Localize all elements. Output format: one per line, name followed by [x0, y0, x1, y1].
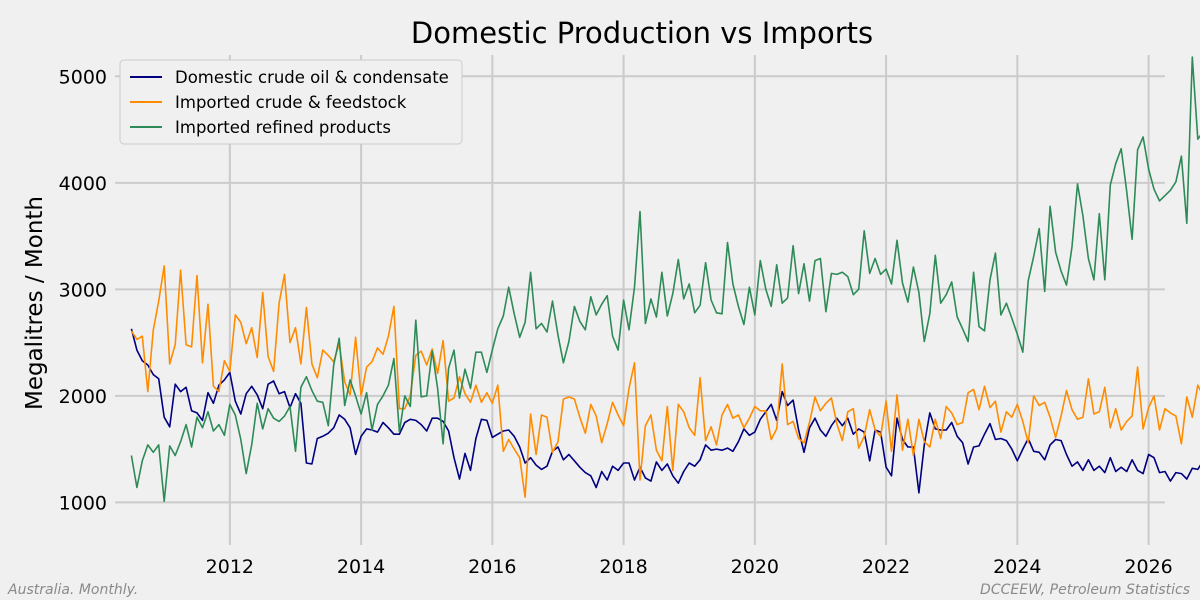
gridlines [115, 55, 1165, 545]
y-axis-label: Megalitres / Month [22, 196, 48, 410]
x-tick-label: 2024 [993, 556, 1041, 578]
series-line-domestic-crude-oil-condensate [130, 328, 1200, 494]
series-line-imported-crude-feedstock [130, 265, 1200, 498]
y-tick-label: 3000 [59, 279, 107, 301]
x-tick-label: 2014 [337, 556, 385, 578]
x-tick-label: 2020 [731, 556, 779, 578]
legend-label: Imported refined products [175, 118, 391, 137]
y-axis-ticks: 1000 2000 3000 4000 5000 [59, 66, 107, 514]
legend-box [119, 59, 463, 145]
x-tick-label: 2022 [862, 556, 910, 578]
x-tick-label: 2026 [1124, 556, 1172, 578]
y-tick-label: 4000 [59, 173, 107, 195]
series-layer [130, 56, 1200, 503]
legend: Domestic crude oil & condensate Imported … [119, 59, 463, 145]
y-tick-label: 2000 [59, 386, 107, 408]
x-tick-label: 2016 [468, 556, 516, 578]
legend-label: Domestic crude oil & condensate [175, 68, 449, 87]
x-tick-label: 2012 [206, 556, 254, 578]
series-line-imported-refined-products [130, 56, 1200, 503]
footer-note: Australia. Monthly. [7, 582, 138, 598]
x-axis-ticks: 2012 2014 2016 2018 2020 2022 2024 2026 [206, 556, 1173, 578]
chart-title: Domestic Production vs Imports [411, 16, 873, 50]
footer-source: DCCEEW, Petroleum Statistics [980, 582, 1190, 598]
legend-label: Imported crude & feedstock [175, 93, 407, 112]
y-tick-label: 5000 [59, 66, 107, 88]
y-tick-label: 1000 [59, 492, 107, 514]
x-tick-label: 2018 [599, 556, 647, 578]
